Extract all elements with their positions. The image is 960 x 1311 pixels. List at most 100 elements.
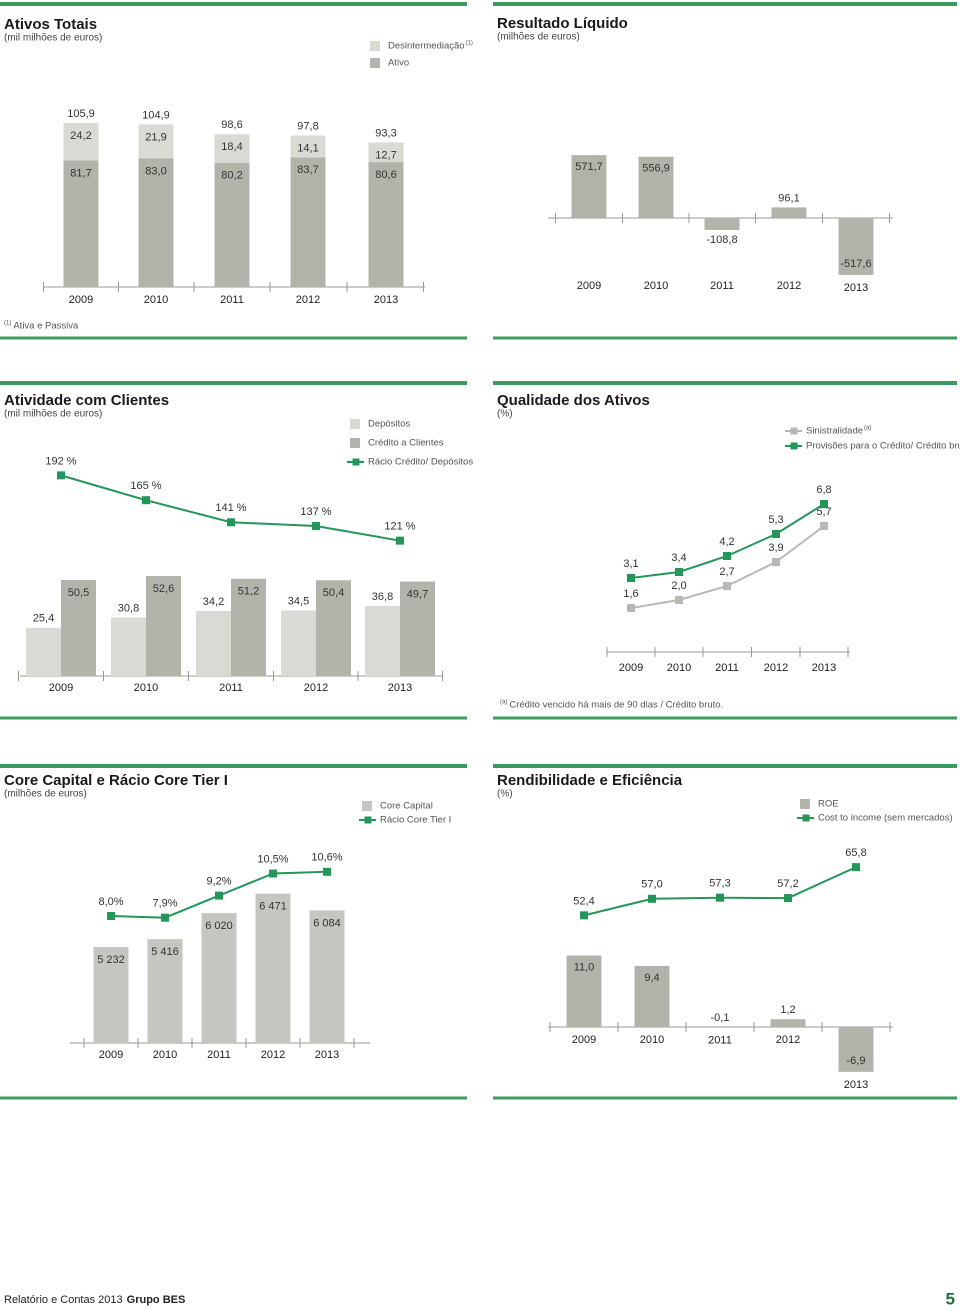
x-tick-label: 2013 (844, 1079, 868, 1091)
x-tick-label: 2009 (577, 280, 601, 292)
x-tick-label: 2011 (220, 294, 244, 306)
legend-label: Rácio Core Tier I (380, 815, 451, 826)
line-value-label: 3,9 (768, 542, 783, 554)
x-tick-label: 2013 (812, 662, 836, 674)
legend-marker (790, 442, 798, 450)
bar-value-label: 49,7 (407, 588, 428, 600)
x-tick-label: 2012 (261, 1049, 285, 1061)
line-value-label: 57,2 (777, 878, 798, 890)
line-value-label: 2,7 (719, 566, 734, 578)
bar (281, 610, 316, 676)
bar (138, 158, 174, 287)
footer-report: Relatório e Contas 2013 (4, 1294, 123, 1306)
panel-rule (0, 1096, 467, 1100)
chart-subtitle: (milhões de euros) (4, 789, 87, 800)
bar-value-label: 25,4 (33, 613, 54, 625)
bar (309, 910, 345, 1043)
legend-note: (a) (864, 426, 871, 432)
bar (201, 913, 237, 1043)
line-marker (820, 500, 828, 508)
chart-title: Ativos Totais (4, 16, 97, 33)
legend-swatch (362, 801, 372, 811)
bar-value-label: 5 232 (97, 954, 125, 966)
x-tick-label: 2012 (304, 682, 328, 694)
panel-rule (493, 2, 957, 6)
legend-note: (1) (466, 41, 473, 47)
bar-value-label: 83,7 (297, 164, 318, 176)
chart-title: Qualidade dos Ativos (497, 392, 650, 409)
bar-value-label: -0,1 (711, 1012, 730, 1024)
panel-rule (0, 2, 467, 6)
bar-value-label: 81,7 (70, 167, 91, 179)
line-marker (648, 894, 656, 903)
x-tick-label: 2011 (708, 1035, 732, 1047)
bar (214, 162, 250, 287)
bar-value-label: 36,8 (372, 591, 393, 603)
panel-rule (493, 764, 957, 768)
legend-label: Provisões para o Crédito/ Crédito bruto (806, 441, 960, 452)
line-value-label: 57,0 (641, 879, 662, 891)
bar (26, 627, 61, 676)
panel-rule (493, 381, 957, 385)
line-marker (852, 863, 860, 872)
line (583, 866, 857, 917)
bar (231, 578, 266, 676)
line-marker (675, 568, 683, 576)
legend-label: Ativo (388, 58, 409, 69)
line-value-label: 10,5% (257, 853, 288, 865)
bar-value-label: 6 020 (205, 920, 233, 932)
bar (290, 135, 326, 158)
x-tick-label: 2010 (144, 294, 168, 306)
legend-swatch (370, 41, 380, 51)
line-value-label: 9,2% (206, 876, 231, 888)
bar-value-label: 34,5 (288, 595, 309, 607)
x-tick-label: 2013 (388, 682, 412, 694)
legend-label: Crédito a Clientes (368, 438, 444, 449)
panel-rule (0, 716, 467, 720)
bar (770, 1019, 806, 1027)
bar (214, 134, 250, 163)
bar (93, 947, 129, 1043)
page-number: 5 (946, 1289, 955, 1308)
line-value-label: 8,0% (98, 896, 123, 908)
line-value-label: 57,3 (709, 878, 730, 890)
bar (400, 581, 435, 676)
bar-value-label: 21,9 (145, 131, 166, 143)
line-marker (142, 496, 150, 505)
bar-value-label: 6 084 (313, 917, 341, 929)
bar (368, 142, 404, 163)
bar (638, 156, 674, 218)
bar (634, 965, 670, 1027)
bar (255, 893, 291, 1043)
line-marker (723, 552, 731, 560)
bar-value-label: 14,1 (297, 142, 318, 154)
chart-subtitle: (mil milhões de euros) (4, 33, 102, 44)
line-marker (716, 893, 724, 902)
bar (566, 955, 602, 1027)
line-value-label: 3,4 (671, 552, 686, 564)
x-tick-label: 2012 (777, 280, 801, 292)
x-tick-label: 2010 (644, 280, 668, 292)
bar-value-label: 80,2 (221, 170, 242, 182)
line-marker (675, 596, 683, 604)
line-marker (627, 574, 635, 582)
chart-title: Resultado Líquido (497, 15, 628, 32)
line-value-label: 5,3 (768, 514, 783, 526)
bar-value-label: 83,0 (145, 165, 166, 177)
line-marker (161, 913, 169, 922)
bar-value-label: -6,9 (847, 1055, 866, 1067)
x-tick-label: 2009 (572, 1034, 596, 1046)
line-marker (772, 558, 780, 566)
line-marker (772, 530, 780, 538)
footer-brand: Grupo BES (127, 1294, 186, 1306)
panel-rule (493, 716, 957, 720)
line-marker (723, 582, 731, 590)
chart-title: Rendibilidade e Eficiência (497, 772, 683, 789)
bar-value-label: 52,6 (153, 583, 174, 595)
bar (111, 617, 146, 676)
bar (290, 157, 326, 287)
bar-value-label: 18,4 (221, 141, 242, 153)
legend-label: Rácio Crédito/ Depósitos (368, 457, 473, 468)
